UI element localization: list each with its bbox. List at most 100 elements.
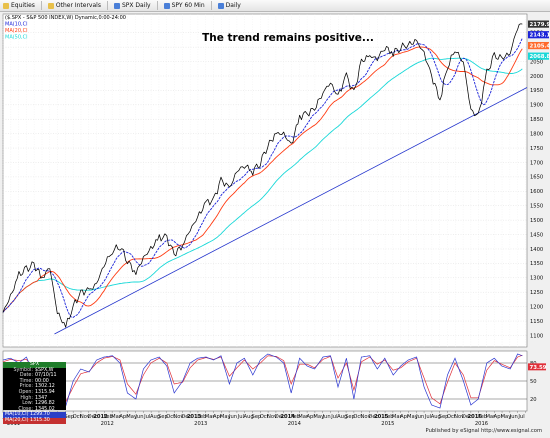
x-tick-label: Jun [134,414,143,420]
info-key: Close: [18,406,33,412]
price-tag: 2179.98 [528,20,550,28]
info-value: 00:00 [35,378,49,384]
toolbar-item-label: Daily [225,2,241,9]
x-tick-label: Mar [111,414,122,420]
x-tick-label: Feb [197,414,207,420]
chart-icon [163,2,170,9]
ma20-legend: MA(20,Cl [5,28,28,34]
x-tick-label: Jul [517,414,524,420]
x-tick-label: Oct [353,414,362,420]
y-tick-label: 1850 [530,117,543,123]
info-value: 1315.94 [35,389,55,395]
info-value: 1345.02 [35,406,55,412]
published-credit: Published by eSignal http://www.esignal.… [425,428,542,434]
x-tick-label: Sep [439,414,449,420]
x-tick-label: Oct [260,414,269,420]
x-tick-label: Jun [228,414,237,420]
y-tick-label: 1250 [530,290,543,296]
x-tick-label: Feb [291,414,301,420]
x-tick-label: Feb [104,414,114,420]
chart-area: 1100 1150 1200 1250 1300 1350 1400 1450 1500 1550… [0,13,550,438]
oscillator-tag: 73.59 [528,363,547,371]
x-tick-label: May [313,414,324,420]
toolbar: Equities Other Intervals SPX Daily SPY 60 M… [0,0,550,12]
price-panel [2,13,528,348]
y-tick-label: 1650 [530,175,543,181]
toolbar-item-label: SPY 60 Min [171,2,205,9]
x-tick-label: Aug [150,414,160,420]
svg-text:2068.81: 2068.81 [530,54,550,60]
toolbar-item-other-intervals[interactable]: Other Intervals [47,2,101,9]
y-tick-label: 1400 [530,247,543,253]
x-tick-label: Feb [478,414,488,420]
ma10-legend: MA(10,Cl [5,22,28,28]
x-tick-label: Jul [424,414,431,420]
chart-icon [217,2,224,9]
x-tick-label: May [126,414,137,420]
chart-icon [113,2,120,9]
x-tick-label: Jun [415,414,424,420]
x-tick-label: Nov [173,414,183,420]
x-tick-label: Dec [275,414,285,420]
x-tick-label: Sep [158,414,168,420]
y-tick-label: 1350 [530,261,543,267]
toolbar-item-equities[interactable]: Equities [3,2,35,9]
svg-text:73.59: 73.59 [530,365,547,371]
y-tick-label: 1100 [530,333,543,339]
symbol-legend: ($.SPX - S&P 500 INDEX,W) Dynamic,0:00-2… [5,15,126,21]
y-tick-label: 1150 [530,319,543,325]
x-tick-label: Mar [205,414,216,420]
x-year-label: 2011 [7,421,20,427]
svg-text:2179.98: 2179.98 [530,22,550,28]
toolbar-separator [40,1,42,10]
x-tick-label: Mar [298,414,309,420]
x-year-label: 2014 [288,421,302,427]
info-row: Low: 1296.82 [3,401,66,407]
x-tick-label: Aug [431,414,441,420]
x-tick-label: Nov [80,414,90,420]
x-tick-label: Dec [88,414,98,420]
x-tick-label: Jun [509,414,518,420]
x-tick-label: Aug [244,414,254,420]
x-tick-label: Feb [384,414,394,420]
toolbar-item-spx-daily[interactable]: SPX Daily [113,2,151,9]
info-row: Close: 1345.02 [3,407,66,413]
x-tick-label: Sep [345,414,355,420]
x-tick-label: Sep [252,414,262,420]
x-tick-label: May [501,414,512,420]
x-tick-label: Apr [307,414,317,420]
x-tick-label: Nov [454,414,464,420]
info-key: Price: [19,384,33,390]
info-value: 1296.82 [35,401,55,407]
folder-icon [47,2,54,9]
x-tick-label: Nov [267,414,277,420]
info-key: Date: [19,373,33,379]
x-tick-label: Apr [119,414,129,420]
ma50-legend: MA(50,Cl [5,35,28,41]
info-ma10: MA(10,Cl) 1299.70 [3,412,66,418]
info-header: SPX [3,362,66,368]
info-value: 07/10/11 [35,373,57,379]
y-tick-label: 2050 [530,59,543,65]
osc-y-tick-label: 50 [530,379,537,385]
y-tick-label: 1550 [530,204,543,210]
price-tag: 2105.46 [528,41,550,50]
x-tick-label: Jul [330,414,337,420]
y-tick-label: 1700 [530,160,543,166]
svg-text:2105.46: 2105.46 [530,44,550,50]
x-year-label: 2016 [475,421,488,427]
x-tick-label: May [407,414,418,420]
x-tick-label: Nov [361,414,371,420]
toolbar-item-daily[interactable]: Daily [217,2,241,9]
info-row: Price: 1302.12 [3,384,66,390]
x-tick-label: 2012 [93,414,108,420]
y-tick-label: 2000 [530,74,543,80]
toolbar-item-spy-60-min[interactable]: SPY 60 Min [163,2,205,9]
osc-k-line [2,353,523,409]
x-tick-label: Oct [73,414,82,420]
x-tick-label: Mar [485,414,496,420]
info-panel: SPX Symbol: $SPX,W Date: 07/10/11 Time: 00:00… [3,362,66,424]
info-key: Open: [18,389,33,395]
toolbar-separator [106,1,108,10]
y-tick-label: 1900 [530,103,543,109]
